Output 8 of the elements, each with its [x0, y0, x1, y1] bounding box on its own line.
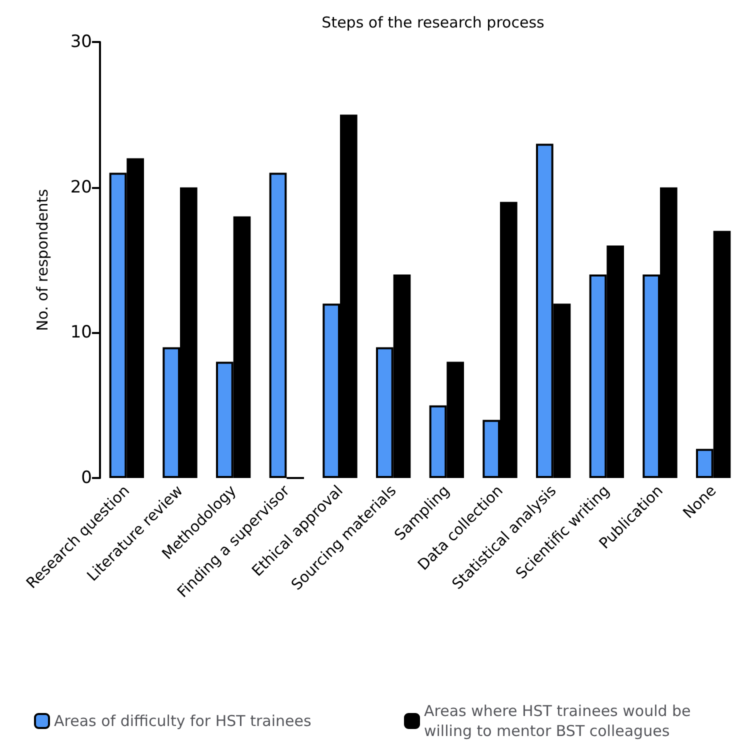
- y-tick-label: 30: [70, 32, 92, 52]
- chart-title: Steps of the research process: [322, 14, 545, 32]
- y-tick-label: 10: [70, 322, 92, 343]
- y-axis-title: No. of respondents: [34, 188, 52, 331]
- legend-label: Areas of difficulty for HST trainees: [54, 712, 312, 730]
- legend-label: Areas where HST trainees would be willing to mentor BST colleagues: [424, 702, 696, 740]
- y-tick-label: 0: [81, 468, 92, 488]
- y-tick-label: 20: [70, 177, 92, 198]
